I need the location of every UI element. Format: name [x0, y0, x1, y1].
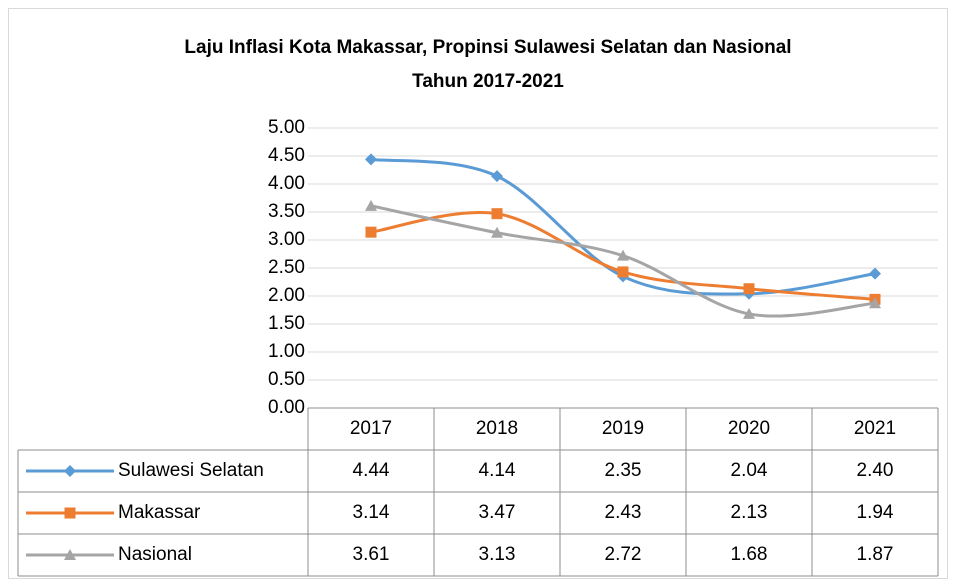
y-tick-label: 0.00 [268, 397, 305, 418]
marker [491, 208, 503, 220]
marker [869, 297, 881, 309]
table-value: 2.04 [731, 460, 768, 481]
table-value: 4.14 [479, 460, 516, 481]
table-value: 1.87 [857, 544, 894, 565]
y-tick-label: 5.00 [268, 117, 305, 138]
marker [869, 267, 881, 280]
x-tick-label: 2019 [602, 418, 644, 439]
y-tick-label: 4.50 [268, 145, 305, 166]
marker [365, 226, 377, 238]
y-tick-label: 0.50 [268, 369, 305, 390]
table-value: 3.61 [353, 544, 390, 565]
chart-subtitle: Tahun 2017-2021 [412, 71, 564, 92]
y-tick-label: 3.50 [268, 201, 305, 222]
table-value: 2.13 [731, 502, 768, 523]
marker [365, 199, 377, 211]
legend-label: Nasional [118, 544, 192, 565]
marker [743, 283, 755, 295]
marker [491, 170, 503, 183]
table-value: 3.47 [479, 502, 516, 523]
table-value: 2.40 [857, 460, 894, 481]
y-tick-label: 2.50 [268, 257, 305, 278]
marker [617, 249, 629, 261]
y-tick-label: 1.50 [268, 313, 305, 334]
x-tick-label: 2017 [350, 418, 392, 439]
marker [743, 307, 755, 319]
table-value: 1.68 [731, 544, 768, 565]
marker [64, 465, 76, 477]
y-tick-label: 1.00 [268, 341, 305, 362]
marker [64, 549, 76, 560]
y-tick-label: 4.00 [268, 173, 305, 194]
marker [365, 153, 377, 166]
chart-title: Laju Inflasi Kota Makassar, Propinsi Sul… [184, 37, 791, 58]
x-tick-label: 2021 [854, 418, 896, 439]
table-value: 1.94 [857, 502, 894, 523]
legend-label: Makassar [118, 502, 201, 523]
x-tick-label: 2018 [476, 418, 518, 439]
marker [617, 266, 629, 278]
table-value: 2.35 [605, 460, 642, 481]
y-tick-label: 3.00 [268, 229, 305, 250]
legend-label: Sulawesi Selatan [118, 460, 264, 481]
y-tick-label: 2.00 [268, 285, 305, 306]
table-value: 2.72 [605, 544, 642, 565]
marker [64, 507, 76, 519]
table-value: 2.43 [605, 502, 642, 523]
table-value: 4.44 [353, 460, 390, 481]
x-tick-label: 2020 [728, 418, 770, 439]
table-value: 3.14 [353, 502, 390, 523]
table-value: 3.13 [479, 544, 516, 565]
marker [491, 226, 503, 238]
